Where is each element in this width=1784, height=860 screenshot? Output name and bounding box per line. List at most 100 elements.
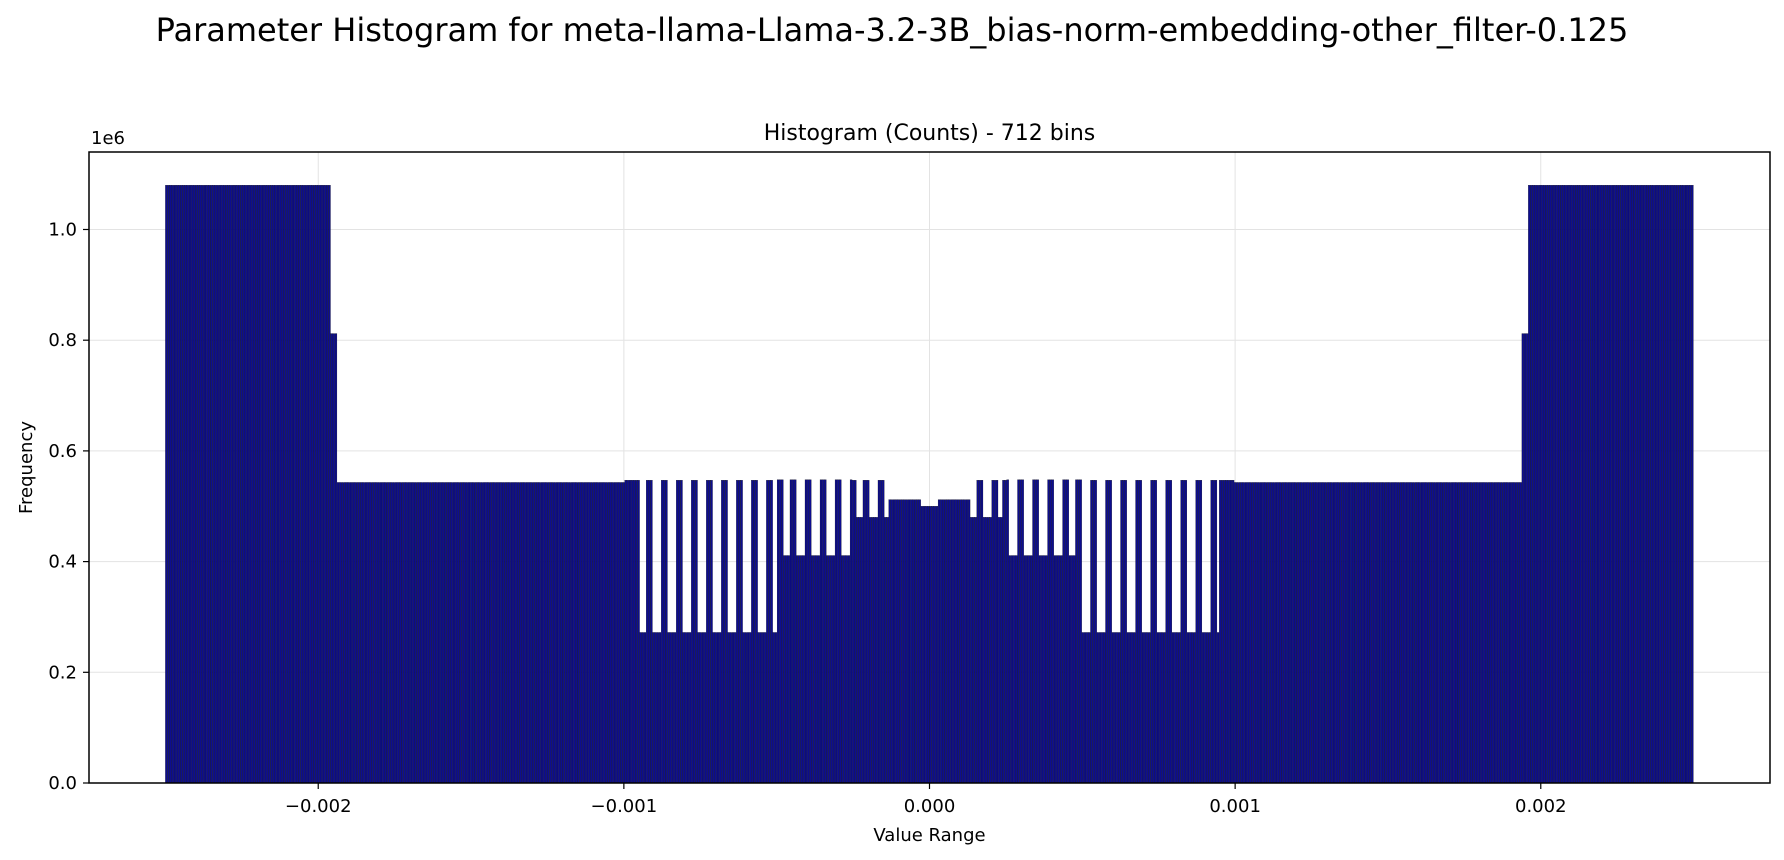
histogram-bar — [242, 185, 245, 784]
histogram-bar — [744, 632, 747, 784]
histogram-bar — [1253, 482, 1256, 784]
histogram-bar — [1352, 482, 1355, 784]
histogram-bar — [1124, 480, 1127, 784]
histogram-bar — [1030, 555, 1033, 784]
histogram-bar — [1637, 185, 1640, 784]
histogram-bar — [970, 517, 973, 784]
histogram-bar — [1489, 482, 1492, 784]
histogram-bar — [697, 632, 700, 784]
histogram-bar — [817, 555, 820, 784]
histogram-bar — [1408, 482, 1411, 784]
histogram-bar — [849, 479, 853, 784]
histogram-bar — [1487, 482, 1490, 784]
histogram-bar — [221, 185, 224, 784]
histogram-bar — [324, 185, 327, 784]
histogram-bar — [811, 555, 814, 784]
histogram-bar — [1390, 482, 1394, 784]
histogram-bar — [463, 482, 466, 784]
histogram-bar — [830, 555, 833, 784]
histogram-bar — [693, 480, 696, 784]
histogram-bar — [266, 185, 269, 784]
histogram-bar — [1502, 482, 1505, 784]
x-tick-label: 0.001 — [1209, 796, 1261, 817]
histogram-bar — [1163, 632, 1166, 784]
histogram-bar — [592, 482, 595, 784]
histogram-bar — [1023, 555, 1027, 784]
histogram-bar — [1315, 482, 1318, 784]
histogram-bar — [1483, 482, 1486, 784]
histogram-bar — [1360, 482, 1363, 784]
histogram-bar — [1571, 185, 1574, 784]
histogram-bar — [543, 482, 546, 784]
histogram-bar — [1689, 185, 1692, 784]
histogram-bar — [1178, 632, 1181, 784]
histogram-bar — [1397, 482, 1400, 784]
histogram-bar — [1345, 482, 1348, 784]
histogram-bar — [188, 185, 192, 784]
histogram-bar — [1607, 185, 1610, 784]
histogram-bar — [1373, 482, 1376, 784]
histogram-bar — [480, 482, 483, 784]
histogram-bar — [1418, 482, 1421, 784]
histogram-bar — [1251, 482, 1254, 784]
histogram-bar — [736, 480, 739, 784]
histogram-bar — [1427, 482, 1430, 784]
histogram-bar — [822, 479, 825, 784]
histogram-bar — [405, 482, 408, 784]
histogram-bar — [1652, 185, 1655, 784]
histogram-bar — [1429, 482, 1432, 784]
histogram-bar — [532, 482, 535, 784]
histogram-bar — [652, 632, 655, 784]
histogram-bar — [940, 499, 943, 784]
histogram-bar — [1279, 482, 1282, 784]
histogram-bar — [285, 185, 288, 784]
histogram-bar — [948, 499, 951, 784]
histogram-bar — [781, 479, 784, 784]
histogram-bar — [897, 499, 900, 784]
histogram-bar — [1277, 482, 1280, 784]
histogram-bar — [1131, 632, 1134, 784]
histogram-bar — [208, 185, 211, 784]
histogram-bar — [856, 517, 859, 784]
histogram-bar — [403, 482, 406, 784]
histogram-bar — [1380, 482, 1383, 784]
histogram-bar — [1113, 632, 1117, 784]
histogram-bar — [952, 499, 956, 784]
histogram-bar — [1641, 185, 1645, 784]
histogram-bar — [585, 482, 589, 784]
histogram-bar — [729, 632, 732, 784]
histogram-bar — [321, 185, 325, 784]
histogram-bar — [1249, 482, 1252, 784]
histogram-bar — [1146, 632, 1149, 784]
histogram-bar — [311, 185, 314, 784]
histogram-bar — [1568, 185, 1572, 784]
histogram-bar — [1317, 482, 1321, 784]
histogram-bar — [764, 632, 767, 784]
histogram-bar — [1092, 480, 1095, 784]
histogram-bar — [789, 479, 793, 784]
histogram-bar — [1545, 185, 1548, 784]
histogram-bar — [1262, 482, 1265, 784]
histogram-bar — [1019, 479, 1022, 784]
histogram-bar — [1189, 632, 1192, 784]
histogram-bar — [1382, 482, 1385, 784]
histogram-bar — [598, 482, 602, 784]
histogram-bar — [946, 499, 949, 784]
histogram-bar — [931, 506, 934, 784]
histogram-bar — [976, 480, 979, 784]
histogram-bar — [616, 482, 619, 784]
histogram-bar — [347, 482, 350, 784]
histogram-bar — [193, 185, 196, 784]
histogram-bar — [1549, 185, 1552, 784]
histogram-bar — [1377, 482, 1381, 784]
histogram-bar — [1543, 185, 1546, 784]
histogram-bar — [218, 185, 222, 784]
histogram-bar — [637, 480, 640, 784]
histogram-bar — [1399, 482, 1402, 784]
histogram-bar — [489, 482, 492, 784]
histogram-bar — [575, 482, 578, 784]
histogram-bar — [1304, 482, 1308, 784]
histogram-bar — [1159, 632, 1162, 784]
histogram-bar — [794, 479, 797, 784]
histogram-bar — [236, 185, 239, 784]
